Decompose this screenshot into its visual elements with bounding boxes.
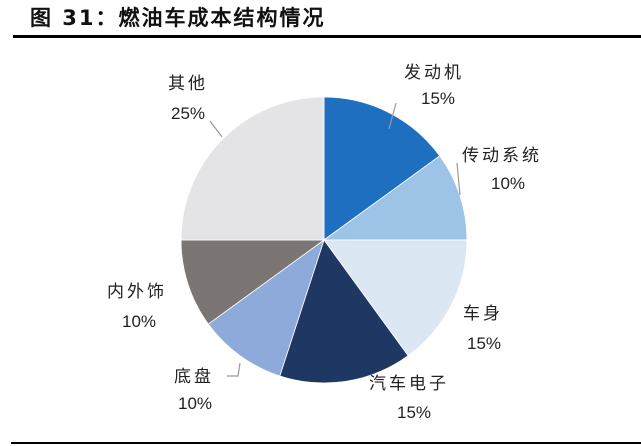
pie-slices (180, 96, 468, 384)
label-other-pct: 25% (171, 104, 205, 123)
leader-line-other (209, 120, 223, 138)
top-rule (13, 35, 641, 38)
leader-line-transmission (456, 162, 461, 196)
pie-slice-3 (279, 239, 409, 384)
pie-slice-0 (323, 96, 441, 241)
pie-slice-6 (180, 96, 325, 241)
label-transmission-pct: 10% (491, 174, 525, 193)
label-chassis-name: 底盘 (174, 367, 214, 387)
label-trim-pct: 10% (122, 312, 156, 331)
pie-slice-5 (180, 239, 326, 325)
pie-slice-4 (207, 238, 325, 377)
pie-slice-2 (323, 239, 468, 357)
figure-title: 图 31：燃油车成本结构情况 (30, 6, 326, 30)
leader-line-chassis (227, 362, 241, 377)
label-chassis-pct: 10% (178, 394, 212, 413)
label-transmission-name: 传动系统 (462, 146, 542, 166)
label-trim-name: 内外饰 (107, 282, 167, 302)
label-electronics-pct: 15% (397, 403, 431, 422)
label-body-pct: 15% (467, 334, 501, 353)
label-other-name: 其他 (168, 74, 208, 94)
pie-slice-1 (322, 155, 468, 241)
leader-lines (209, 102, 461, 377)
label-electronics-name: 汽车电子 (369, 374, 449, 394)
leader-line-engine (388, 102, 397, 130)
bottom-rule (11, 442, 641, 444)
label-body-name: 车身 (463, 304, 503, 324)
label-engine-pct: 15% (421, 89, 455, 108)
label-engine-name: 发动机 (404, 63, 464, 83)
